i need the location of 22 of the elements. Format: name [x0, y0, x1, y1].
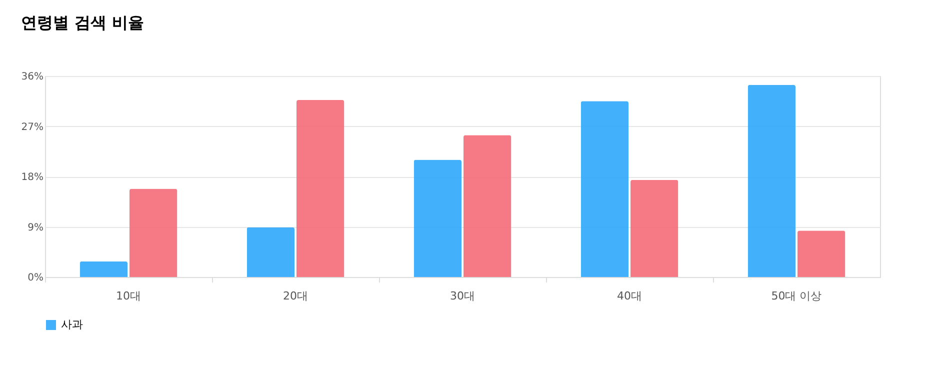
x-tick-label: 50대 이상 [771, 290, 822, 302]
x-tick-label: 40대 [617, 290, 642, 302]
x-tick-label: 20대 [283, 290, 308, 302]
bar [797, 230, 846, 277]
chart-title: 연령별 검색 비율 [20, 13, 144, 32]
y-tick-label: 9% [28, 222, 44, 234]
bar [129, 188, 178, 277]
bar [580, 101, 629, 277]
bar [80, 261, 128, 277]
bar [296, 100, 344, 277]
bar [463, 135, 512, 277]
bar [246, 227, 295, 277]
y-tick-label: 27% [21, 122, 44, 133]
legend-label: 사과 [61, 318, 83, 331]
bar [748, 84, 796, 277]
bar [414, 160, 462, 277]
bar [630, 180, 678, 277]
x-tick-label: 10대 [116, 290, 141, 302]
x-tick-label: 30대 [450, 290, 475, 302]
y-tick-label: 36% [21, 72, 44, 82]
y-tick-label: 0% [28, 272, 44, 284]
y-tick-label: 18% [21, 172, 44, 183]
